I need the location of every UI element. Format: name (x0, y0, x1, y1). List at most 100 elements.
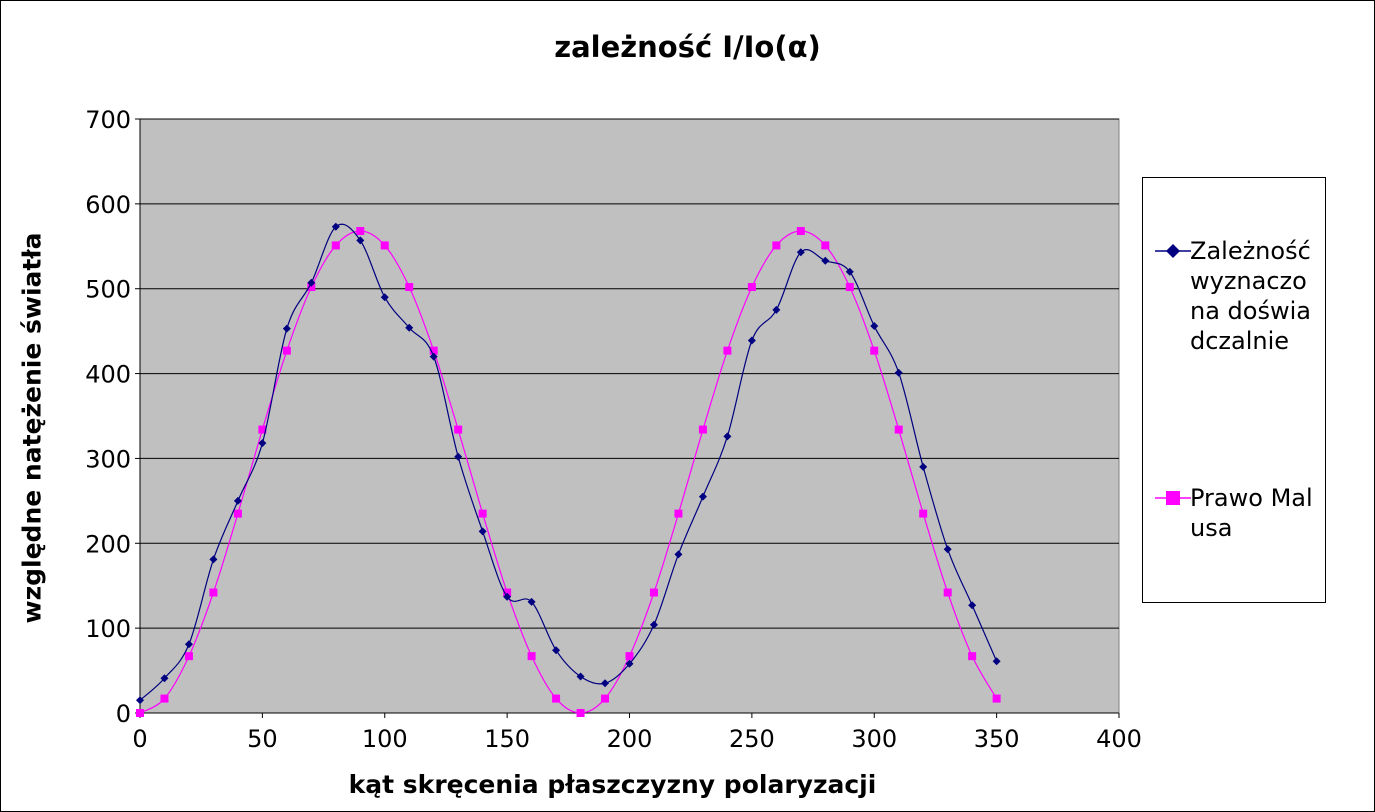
data-point (356, 236, 365, 245)
data-point (552, 694, 561, 703)
data-point (723, 346, 732, 355)
data-point (796, 227, 805, 236)
series (136, 222, 1001, 717)
data-point (184, 640, 193, 649)
legend: Zależność wyznaczona doświadczalnie Praw… (1142, 177, 1326, 603)
data-point (625, 659, 634, 668)
data-point (429, 352, 438, 361)
data-point (649, 588, 658, 597)
data-point (258, 425, 267, 434)
x-tick-label: 300 (851, 725, 897, 753)
x-tick-label: 250 (729, 725, 775, 753)
data-point (870, 346, 879, 355)
data-point (870, 322, 879, 331)
legend-marker-malus (1155, 491, 1191, 505)
y-tick-label: 200 (85, 530, 131, 558)
series-line (139, 223, 998, 701)
data-point (943, 545, 952, 554)
data-point (331, 222, 340, 231)
data-point (282, 324, 291, 333)
data-point (821, 241, 830, 250)
data-point (625, 652, 634, 661)
y-tick-label: 300 (85, 445, 131, 473)
data-point (845, 283, 854, 292)
data-point (894, 425, 903, 434)
axes: 0 100 200 300 400 500 600 700 0 50 100 150 200 250 300… (85, 106, 1142, 753)
data-point (233, 509, 242, 518)
data-point (698, 425, 707, 434)
data-point (992, 657, 1001, 666)
series-line (139, 230, 998, 714)
gridlines (140, 118, 1119, 629)
data-point (772, 241, 781, 250)
data-point (943, 588, 952, 597)
data-point (160, 694, 169, 703)
data-point (674, 509, 683, 518)
chart-title: zależność I/Io(α) (554, 30, 821, 64)
legend-marker-experimental (1155, 244, 1191, 258)
data-point (601, 679, 610, 688)
data-point (992, 694, 1001, 703)
data-point (747, 283, 756, 292)
series-1 (136, 227, 1001, 717)
data-point (209, 588, 218, 597)
data-point (160, 674, 169, 683)
data-point (307, 278, 316, 287)
data-point (233, 496, 242, 505)
x-tick-label: 350 (974, 725, 1020, 753)
data-point (405, 283, 414, 292)
data-point (258, 439, 267, 448)
data-point (429, 346, 438, 355)
data-point (307, 283, 316, 292)
data-point (282, 346, 291, 355)
y-tick-label: 0 (116, 700, 131, 728)
data-point (454, 425, 463, 434)
data-point (136, 696, 144, 705)
legend-marker-shape (1166, 244, 1180, 258)
y-tick-label: 400 (85, 361, 131, 389)
data-point (894, 368, 903, 377)
data-point (356, 227, 365, 236)
data-point (968, 652, 977, 661)
data-point (380, 293, 389, 302)
x-tick-label: 400 (1096, 725, 1142, 753)
data-point (968, 601, 977, 610)
y-tick-label: 500 (85, 276, 131, 304)
data-point (576, 709, 585, 717)
legend-label-malus: Prawo Malusa (1190, 484, 1313, 542)
legend-marker-shape (1166, 491, 1180, 505)
data-point (747, 336, 756, 345)
plot-background (139, 118, 1120, 714)
data-point (723, 432, 732, 441)
data-point (527, 652, 536, 661)
series-0 (136, 222, 1001, 705)
data-point (503, 592, 512, 601)
data-point (649, 620, 658, 629)
data-point (503, 588, 512, 597)
data-point (209, 555, 218, 564)
x-tick-label: 150 (484, 725, 530, 753)
data-point (527, 597, 536, 606)
x-tick-label: 200 (607, 725, 653, 753)
data-point (331, 241, 340, 250)
data-point (919, 462, 928, 471)
x-tick-label: 0 (132, 725, 147, 753)
data-point (576, 672, 585, 681)
data-point (454, 452, 463, 461)
data-point (478, 509, 487, 518)
data-point (405, 323, 414, 332)
data-point (845, 267, 854, 276)
data-point (478, 527, 487, 536)
data-point (919, 509, 928, 518)
y-tick-label: 100 (85, 615, 131, 643)
x-axis-label: kąt skręcenia płaszczyzny polaryzacji (348, 770, 877, 799)
y-tick-label: 700 (85, 106, 131, 134)
x-tick-label: 100 (362, 725, 408, 753)
data-point (380, 241, 389, 250)
y-tick-label: 600 (85, 191, 131, 219)
data-point (184, 652, 193, 661)
data-point (772, 305, 781, 314)
x-tick-label: 50 (247, 725, 278, 753)
data-point (601, 694, 610, 703)
